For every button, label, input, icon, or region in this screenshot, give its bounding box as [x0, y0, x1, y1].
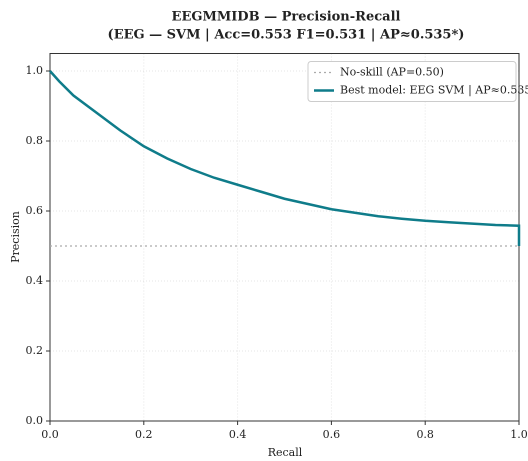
- y-tick-label: 0.8: [26, 134, 44, 147]
- x-tick-label: 0.6: [323, 428, 341, 441]
- y-tick-label: 1.0: [26, 64, 44, 77]
- plot-frame: [49, 53, 520, 422]
- y-tick-label: 0.6: [26, 204, 44, 217]
- legend-box: [307, 61, 517, 102]
- legend-label: No-skill (AP=0.50): [340, 66, 444, 79]
- y-tick-label: 0.4: [26, 274, 44, 287]
- pr-curve: [49, 70, 521, 246]
- x-tick-label: 0.4: [229, 428, 247, 441]
- x-tick-label: 1.0: [510, 428, 528, 441]
- y-tick-label: 0.0: [26, 414, 44, 427]
- x-axis-label: Recall: [268, 446, 303, 459]
- legend-label: Best model: EEG SVM | AP≈0.535*: [340, 84, 528, 98]
- x-tick-label: 0.2: [135, 428, 153, 441]
- chart-title: EEGMMIDB — Precision-Recall: [172, 10, 401, 25]
- x-tick-label: 0.8: [416, 428, 434, 441]
- y-axis-label: Precision: [9, 211, 22, 263]
- chart-subtitle: (EEG — SVM | Acc=0.553 F1=0.531 | AP≈0.5…: [108, 28, 465, 43]
- x-tick-label: 0.0: [41, 428, 59, 441]
- y-tick-label: 0.2: [26, 344, 44, 357]
